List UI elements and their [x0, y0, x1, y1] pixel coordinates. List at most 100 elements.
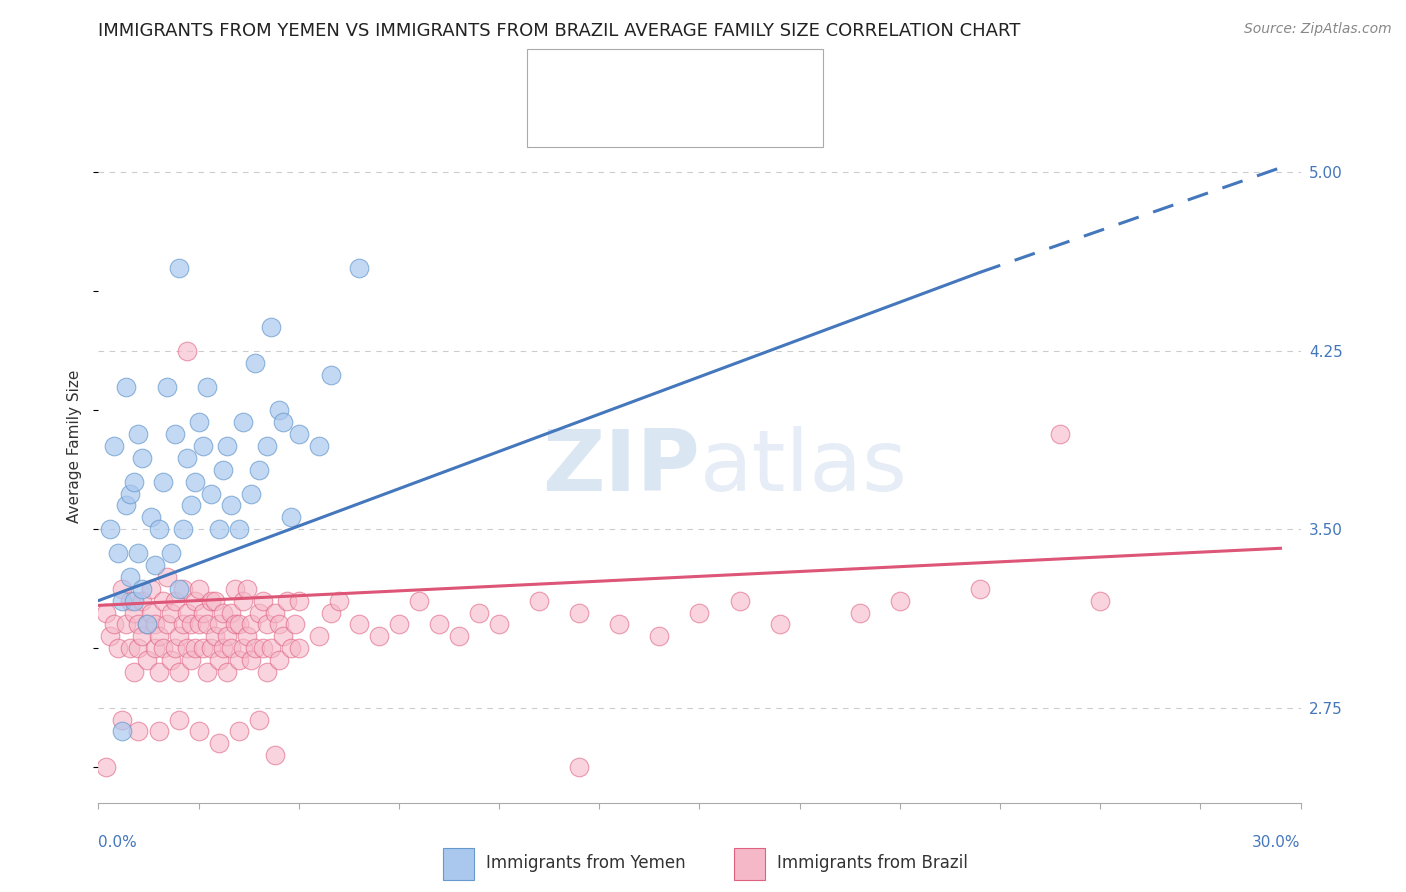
Point — [191, 439, 214, 453]
Point — [183, 593, 205, 607]
Point — [187, 582, 209, 596]
Point — [256, 439, 278, 453]
Point — [267, 653, 290, 667]
Text: N =: N = — [709, 109, 745, 127]
Point — [208, 653, 231, 667]
Point — [124, 475, 146, 489]
Point — [124, 606, 146, 620]
Point — [152, 593, 174, 607]
Point — [648, 629, 671, 643]
Point — [247, 713, 270, 727]
Point — [195, 665, 218, 679]
Point — [243, 641, 266, 656]
Point — [263, 606, 285, 620]
Point — [247, 606, 270, 620]
Text: N =: N = — [709, 69, 745, 87]
Point — [187, 724, 209, 739]
Point — [260, 320, 283, 334]
Point — [167, 260, 190, 275]
Point — [128, 641, 150, 656]
Point — [148, 522, 170, 536]
Point — [167, 582, 190, 596]
Point — [135, 653, 157, 667]
Point — [215, 629, 238, 643]
Point — [224, 582, 246, 596]
Point — [135, 617, 157, 632]
Point — [128, 724, 150, 739]
Text: atlas: atlas — [700, 425, 907, 509]
Point — [328, 593, 350, 607]
Point — [148, 629, 170, 643]
Point — [276, 593, 298, 607]
Point — [689, 606, 711, 620]
Text: R =: R = — [591, 69, 627, 87]
Point — [204, 593, 226, 607]
Point — [215, 665, 238, 679]
Point — [239, 653, 262, 667]
Point — [609, 617, 631, 632]
Point — [128, 427, 150, 442]
Point — [115, 617, 138, 632]
Point — [284, 617, 307, 632]
Point — [308, 629, 330, 643]
Point — [969, 582, 991, 596]
Point — [219, 606, 242, 620]
Point — [319, 606, 342, 620]
Point — [128, 546, 150, 560]
Point — [252, 641, 274, 656]
Point — [228, 653, 250, 667]
Point — [247, 463, 270, 477]
Point — [139, 510, 162, 524]
Point — [103, 439, 125, 453]
Point — [103, 617, 125, 632]
Point — [211, 606, 233, 620]
Point — [111, 582, 134, 596]
Point — [120, 641, 142, 656]
Point — [128, 617, 150, 632]
Point — [96, 606, 118, 620]
Text: Immigrants from Brazil: Immigrants from Brazil — [778, 854, 969, 872]
Point — [139, 582, 162, 596]
Point — [256, 617, 278, 632]
Point — [319, 368, 342, 382]
Point — [447, 629, 470, 643]
Text: Source: ZipAtlas.com: Source: ZipAtlas.com — [1244, 22, 1392, 37]
Point — [263, 748, 285, 763]
Point — [124, 593, 146, 607]
Point — [388, 617, 411, 632]
Point — [228, 617, 250, 632]
Point — [135, 617, 157, 632]
Text: 0.500: 0.500 — [633, 69, 685, 87]
Text: 0.119: 0.119 — [633, 109, 690, 127]
Point — [155, 617, 177, 632]
Point — [139, 606, 162, 620]
Point — [235, 629, 257, 643]
Point — [163, 593, 186, 607]
Point — [191, 606, 214, 620]
Point — [427, 617, 450, 632]
Point — [728, 593, 751, 607]
Point — [176, 343, 198, 358]
Point — [131, 629, 153, 643]
Point — [96, 760, 118, 774]
Point — [308, 439, 330, 453]
Point — [107, 546, 129, 560]
Point — [167, 713, 190, 727]
Bar — [543, 62, 579, 94]
Point — [183, 641, 205, 656]
Point — [155, 570, 177, 584]
Point — [100, 522, 122, 536]
Point — [131, 582, 153, 596]
Point — [131, 593, 153, 607]
Y-axis label: Average Family Size: Average Family Size — [67, 369, 83, 523]
Point — [143, 617, 166, 632]
Point — [152, 641, 174, 656]
Point — [200, 593, 222, 607]
Point — [176, 606, 198, 620]
Point — [260, 641, 283, 656]
Point — [208, 522, 231, 536]
Point — [148, 665, 170, 679]
Point — [167, 629, 190, 643]
Text: Immigrants from Yemen: Immigrants from Yemen — [486, 854, 686, 872]
Point — [163, 641, 186, 656]
